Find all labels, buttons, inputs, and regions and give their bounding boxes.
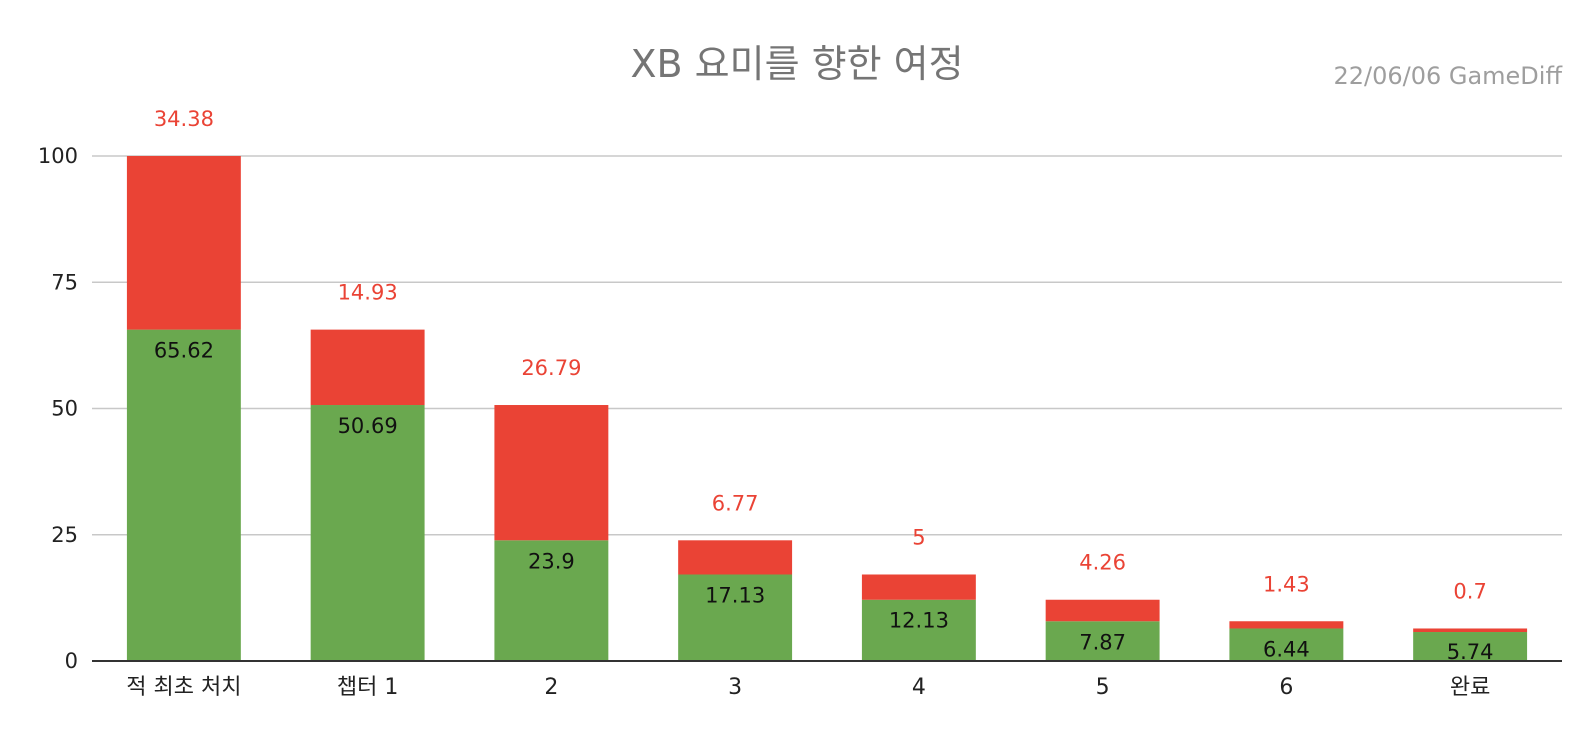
data-label-lower: 50.69 (338, 414, 398, 438)
chart-annotation: 22/06/06 GameDiff (1333, 62, 1562, 90)
bar-segment-upper (1229, 621, 1344, 629)
y-tick-label: 0 (65, 649, 78, 673)
data-label-lower: 65.62 (154, 339, 214, 363)
data-label-lower: 7.87 (1079, 630, 1126, 654)
x-category-label: 5 (1096, 675, 1110, 700)
data-label-lower: 12.13 (889, 609, 949, 633)
bar-segment-lower (1413, 632, 1528, 661)
data-label-upper: 6.77 (712, 491, 759, 515)
bar-segment-upper (861, 574, 976, 600)
y-tick-label: 100 (38, 144, 78, 168)
bar-segment-lower (861, 599, 976, 661)
bars (126, 156, 1528, 661)
data-label-upper: 0.7 (1453, 579, 1486, 603)
data-label-upper: 26.79 (521, 356, 581, 380)
x-category-label: 완료 (1450, 675, 1490, 700)
data-label-lower: 17.13 (705, 583, 765, 607)
data-label-upper: 5 (912, 525, 925, 549)
x-axis-categories: 적 최초 처치 챕터 1 2 3 4 5 6 완료 (126, 675, 1490, 700)
x-category-label: 적 최초 처치 (126, 675, 241, 700)
data-label-lower: 6.44 (1263, 637, 1310, 661)
data-label-lower: 23.9 (528, 549, 575, 573)
bar-segment-upper (678, 540, 793, 575)
y-tick-label: 75 (51, 270, 78, 294)
bar-segment-upper (1045, 599, 1160, 622)
bar-segment-upper (126, 156, 241, 330)
x-category-label: 2 (544, 675, 558, 700)
bar-segment-lower (1229, 628, 1344, 661)
bar-segment-lower (1045, 621, 1160, 661)
bar-segment-lower (678, 574, 793, 661)
bar-segment-lower (126, 329, 241, 661)
bar-segment-lower (494, 540, 609, 661)
x-category-label: 챕터 1 (337, 675, 398, 700)
data-label-upper: 4.26 (1079, 551, 1126, 575)
y-tick-label: 50 (51, 397, 78, 421)
bar-segment-upper (1413, 628, 1528, 633)
data-label-upper: 14.93 (338, 281, 398, 305)
bar-segment-lower (310, 405, 425, 661)
x-category-label: 4 (912, 675, 926, 700)
x-category-label: 3 (728, 675, 742, 700)
y-tick-label: 25 (51, 523, 78, 547)
y-axis-ticks: 0 25 50 75 100 (38, 144, 78, 673)
bar-segment-upper (494, 405, 609, 541)
data-label-upper: 1.43 (1263, 572, 1310, 596)
data-label-upper: 34.38 (154, 107, 214, 131)
data-labels: 65.62 34.38 50.69 14.93 23.9 26.79 17.13 6.77 12… (154, 107, 1494, 664)
chart-title: XB 요미를 향한 여정 (630, 42, 963, 86)
bar-segment-upper (310, 329, 425, 406)
x-category-label: 6 (1279, 675, 1293, 700)
